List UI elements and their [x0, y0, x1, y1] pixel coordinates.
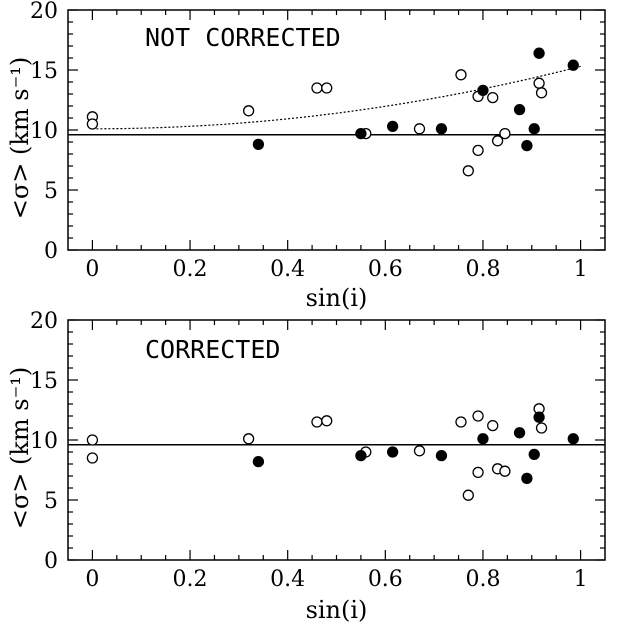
open-point [472, 410, 484, 422]
open-point [462, 489, 474, 501]
open-point [242, 433, 255, 445]
open-point [455, 416, 467, 428]
filled-point [567, 59, 579, 71]
panel-title: NOT CORRECTED [145, 23, 341, 52]
y-tick-labels: 0 5 10 15 20 [30, 0, 58, 264]
tick-marks [68, 319, 605, 561]
y-tick-label: 0 [44, 549, 58, 574]
open-point [413, 123, 426, 135]
open-point [487, 91, 499, 104]
data-points [86, 47, 579, 177]
y-tick-label: 10 [30, 429, 58, 454]
y-tick-label: 20 [30, 309, 58, 334]
open-point [533, 77, 545, 89]
filled-point [528, 123, 540, 135]
filled-point [521, 472, 533, 485]
open-point [86, 434, 99, 446]
x-tick-label: 0.6 [368, 257, 403, 282]
y-tick-label: 10 [30, 119, 58, 144]
filled-point [386, 120, 399, 133]
y-tick-label: 5 [44, 489, 58, 514]
trend-curve [92, 65, 581, 130]
y-axis-label: <σ> (km s⁻¹) [6, 367, 34, 530]
data-points [86, 403, 579, 501]
y-tick-labels: 0 5 10 15 20 [30, 309, 58, 574]
filled-point [513, 103, 526, 116]
open-point [462, 165, 474, 177]
open-point [311, 416, 323, 428]
filled-point [252, 138, 265, 151]
y-tick-label: 5 [44, 179, 58, 204]
open-point [491, 135, 504, 147]
x-axis-label: sin(i) [306, 284, 368, 312]
filled-point [435, 449, 448, 462]
open-point [499, 465, 511, 477]
y-tick-label: 15 [30, 369, 58, 394]
x-tick-labels: 0 0.2 0.4 0.6 0.8 1 [85, 257, 587, 282]
filled-point [355, 449, 367, 462]
x-tick-label: 0.8 [465, 567, 500, 592]
open-point [242, 105, 255, 117]
x-tick-label: 0.4 [270, 257, 305, 282]
open-point [535, 422, 548, 434]
x-tick-label: 0 [85, 567, 99, 592]
filled-point [513, 427, 526, 439]
open-point [413, 445, 426, 457]
y-tick-label: 0 [44, 239, 58, 264]
x-tick-label: 0.2 [173, 567, 208, 592]
open-point [321, 415, 333, 427]
open-point [321, 82, 333, 94]
x-tick-label: 1 [574, 567, 588, 592]
filled-point [477, 433, 489, 445]
open-point [86, 118, 99, 130]
x-tick-label: 0.6 [368, 567, 403, 592]
filled-point [567, 433, 579, 445]
open-point [455, 69, 467, 81]
filled-point [521, 139, 533, 152]
open-point [472, 144, 484, 157]
x-tick-label: 0 [85, 257, 99, 282]
tick-marks [68, 9, 605, 251]
filled-point [435, 123, 448, 135]
filled-point [355, 127, 367, 140]
filled-point [386, 446, 399, 458]
y-axis-label: <σ> (km s⁻¹) [6, 57, 34, 220]
open-point [86, 452, 99, 464]
open-point [535, 87, 548, 99]
open-point [487, 419, 499, 432]
filled-point [533, 411, 545, 423]
panel-title: CORRECTED [145, 335, 280, 364]
y-tick-label: 20 [30, 0, 58, 24]
panel-not-corrected: 0 0.2 0.4 0.6 0.8 1 0 5 10 15 20 NOT CORRECTED si… [6, 0, 606, 312]
panel-corrected: 0 0.2 0.4 0.6 0.8 1 0 5 10 15 20 CORRECTED sin(i)… [6, 309, 606, 624]
y-tick-label: 15 [30, 59, 58, 84]
x-tick-label: 1 [574, 257, 588, 282]
x-tick-label: 0.2 [173, 257, 208, 282]
open-point [499, 127, 511, 140]
filled-point [533, 47, 545, 59]
filled-point [252, 455, 265, 468]
x-axis-label: sin(i) [306, 596, 368, 624]
filled-point [477, 84, 489, 97]
x-tick-label: 0.8 [465, 257, 500, 282]
x-tick-labels: 0 0.2 0.4 0.6 0.8 1 [85, 567, 587, 592]
open-point [472, 466, 484, 479]
filled-point [528, 448, 540, 461]
open-point [311, 82, 323, 94]
x-tick-label: 0.4 [270, 567, 305, 592]
